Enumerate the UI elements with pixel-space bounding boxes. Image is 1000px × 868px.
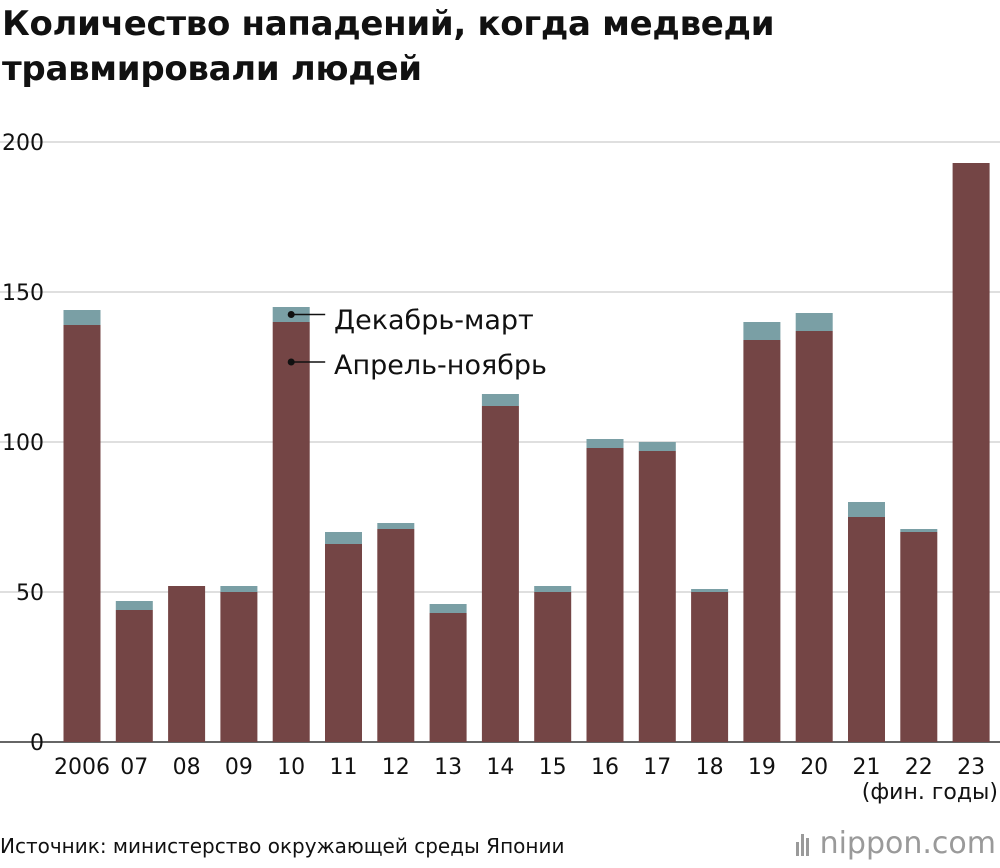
- y-tick-label: 100: [2, 431, 44, 456]
- x-tick-label: 2006: [54, 755, 110, 780]
- legend: Декабрь-март Апрель-ноябрь: [287, 305, 547, 381]
- x-tick-label: 11: [330, 755, 358, 780]
- x-tick-label: 10: [277, 755, 305, 780]
- x-tick-label: 18: [696, 755, 724, 780]
- bar-december-march: [743, 322, 781, 340]
- bar-december-march: [481, 394, 519, 406]
- x-tick-label: 07: [120, 755, 148, 780]
- brand-logo: nippon.com: [795, 826, 996, 861]
- x-tick-label: 16: [591, 755, 619, 780]
- bar-december-march: [900, 529, 938, 532]
- x-tick-label: 20: [800, 755, 828, 780]
- bar-december-march: [795, 313, 833, 331]
- bar-december-march: [638, 442, 676, 451]
- x-tick-label: 15: [539, 755, 567, 780]
- y-tick-label: 50: [16, 581, 44, 606]
- y-axis-ticks: 0 50 100 150 200: [2, 131, 44, 756]
- bar-april-november: [952, 163, 990, 742]
- bar-december-march: [848, 502, 885, 517]
- y-tick-label: 0: [30, 731, 44, 756]
- bar-april-november: [325, 544, 362, 742]
- bar-april-november: [429, 613, 467, 742]
- y-tick-label: 150: [2, 281, 44, 306]
- bar-april-november: [534, 592, 572, 742]
- bar-december-march: [691, 589, 729, 592]
- bar-december-march: [586, 439, 624, 448]
- bar-december-march: [325, 532, 362, 544]
- bar-december-march: [63, 310, 101, 325]
- bar-april-november: [377, 529, 415, 742]
- bar-april-november: [63, 325, 101, 742]
- x-tick-label: 14: [486, 755, 514, 780]
- x-tick-label: 19: [748, 755, 776, 780]
- bar-december-march: [534, 586, 572, 592]
- bar-april-november: [691, 592, 729, 742]
- x-tick-label: 23: [957, 755, 985, 780]
- bar-april-november: [586, 448, 624, 742]
- brand-name: nippon.com: [819, 826, 996, 861]
- bar-april-november: [848, 517, 885, 742]
- bar-april-november: [638, 451, 676, 742]
- bar-april-november: [795, 331, 833, 742]
- x-tick-label: 17: [643, 755, 671, 780]
- x-tick-label: 22: [905, 755, 933, 780]
- bars: [63, 163, 990, 742]
- bar-april-november: [168, 586, 206, 742]
- bar-december-march: [115, 601, 153, 610]
- legend-label: Апрель-ноябрь: [334, 350, 547, 381]
- x-axis-unit-note: (фин. годы): [861, 780, 998, 805]
- bar-april-november: [115, 610, 153, 742]
- bar-december-march: [377, 523, 415, 529]
- y-tick-label: 200: [2, 131, 44, 156]
- legend-label: Декабрь-март: [334, 305, 534, 336]
- x-tick-label: 09: [225, 755, 253, 780]
- bar-april-november: [220, 592, 258, 742]
- bar-april-november: [272, 322, 310, 742]
- x-tick-label: 12: [382, 755, 410, 780]
- x-tick-label: 21: [853, 755, 881, 780]
- x-tick-label: 13: [434, 755, 462, 780]
- source-note: Источник: министерство окружающей среды …: [0, 834, 565, 858]
- chart-title: Количество нападений, когда медведи трав…: [2, 4, 775, 89]
- bar-april-november: [900, 532, 938, 742]
- brand-mark-icon: [795, 830, 814, 858]
- bar-april-november: [743, 340, 781, 742]
- x-tick-label: 08: [173, 755, 201, 780]
- bar-december-march: [429, 604, 467, 613]
- x-axis-ticks: 2006 07 08 09 10 11 12 13 14 15 16 17 18 19 20 21 22 23: [54, 755, 985, 780]
- bar-april-november: [481, 406, 519, 742]
- bar-december-march: [220, 586, 258, 592]
